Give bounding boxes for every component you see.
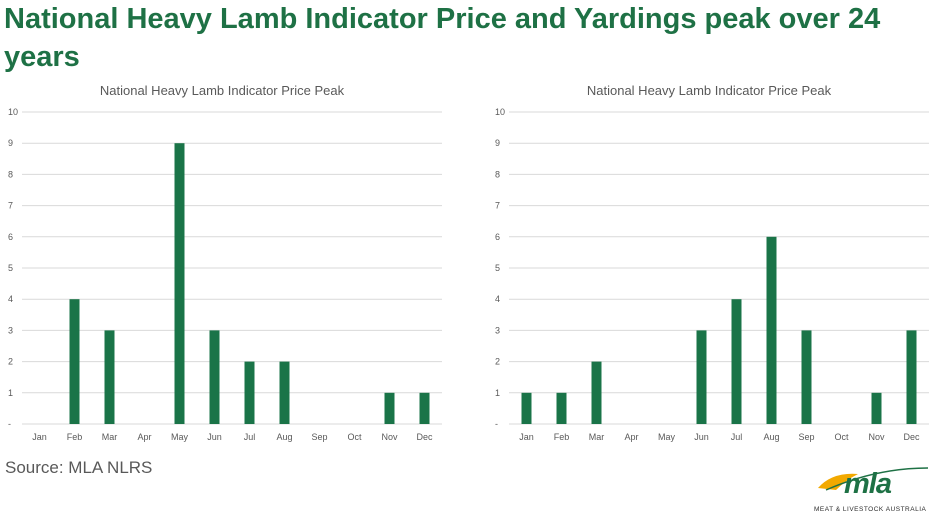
chart-price-peak-right: National Heavy Lamb Indicator Price Peak… — [487, 80, 932, 455]
x-tick-label: Oct — [347, 432, 362, 442]
bar — [766, 236, 777, 424]
y-tick-label: - — [8, 419, 11, 429]
bar — [556, 392, 567, 424]
x-tick-label: Mar — [102, 432, 118, 442]
bar — [209, 330, 220, 424]
y-tick-label: 9 — [495, 138, 500, 148]
x-tick-label: Aug — [276, 432, 292, 442]
y-tick-label: 4 — [495, 294, 500, 304]
bar — [384, 392, 395, 424]
y-tick-label: 8 — [8, 169, 13, 179]
bar — [801, 330, 812, 424]
y-tick-label: 5 — [495, 263, 500, 273]
y-tick-label: 9 — [8, 138, 13, 148]
y-tick-label: 10 — [8, 107, 18, 117]
x-tick-label: Dec — [416, 432, 433, 442]
y-tick-label: 7 — [8, 201, 13, 211]
bar — [906, 330, 917, 424]
bar — [104, 330, 115, 424]
x-tick-label: Apr — [624, 432, 638, 442]
y-tick-label: 8 — [495, 169, 500, 179]
bar — [174, 143, 185, 424]
chart-svg: National Heavy Lamb Indicator Price Peak… — [8, 83, 442, 442]
x-tick-label: Jun — [207, 432, 222, 442]
y-tick-label: 10 — [495, 107, 505, 117]
y-tick-label: 1 — [8, 388, 13, 398]
x-tick-label: Dec — [903, 432, 920, 442]
x-tick-label: Jan — [32, 432, 47, 442]
bar — [419, 392, 430, 424]
x-tick-label: Aug — [763, 432, 779, 442]
bar — [244, 361, 255, 424]
y-tick-label: 4 — [8, 294, 13, 304]
x-tick-label: Jan — [519, 432, 534, 442]
x-tick-label: Feb — [67, 432, 83, 442]
chart-price-peak-left: National Heavy Lamb Indicator Price Peak… — [0, 80, 445, 455]
bar — [279, 361, 290, 424]
source-note: Source: MLA NLRS — [5, 458, 153, 477]
x-tick-label: Mar — [589, 432, 605, 442]
x-tick-label: May — [658, 432, 676, 442]
y-tick-label: - — [495, 419, 498, 429]
chart-svg: National Heavy Lamb Indicator Price Peak… — [495, 83, 929, 442]
bar — [69, 299, 80, 424]
y-tick-label: 1 — [495, 388, 500, 398]
bar — [521, 392, 532, 424]
logo-sun-shape — [818, 473, 858, 490]
y-tick-label: 2 — [8, 357, 13, 367]
x-tick-label: Nov — [381, 432, 398, 442]
x-tick-label: Jul — [244, 432, 256, 442]
logo-word: mla — [844, 468, 892, 500]
x-tick-label: Jun — [694, 432, 709, 442]
y-tick-label: 5 — [8, 263, 13, 273]
y-tick-label: 6 — [8, 232, 13, 242]
mla-logo: mla MEAT & LIVESTOCK AUSTRALIA — [806, 462, 932, 518]
x-tick-label: Feb — [554, 432, 570, 442]
chart-title: National Heavy Lamb Indicator Price Peak — [100, 83, 345, 98]
y-tick-label: 3 — [495, 325, 500, 335]
y-tick-label: 6 — [495, 232, 500, 242]
bar — [731, 299, 742, 424]
y-tick-label: 3 — [8, 325, 13, 335]
x-tick-label: May — [171, 432, 189, 442]
x-tick-label: Sep — [311, 432, 327, 442]
x-tick-label: Nov — [868, 432, 885, 442]
y-tick-label: 7 — [495, 201, 500, 211]
x-tick-label: Jul — [731, 432, 743, 442]
x-tick-label: Oct — [834, 432, 849, 442]
bar — [696, 330, 707, 424]
logo-swoosh-shape — [825, 467, 929, 491]
x-tick-label: Sep — [798, 432, 814, 442]
x-tick-label: Apr — [137, 432, 151, 442]
bar — [871, 392, 882, 424]
logo-graphic — [818, 467, 929, 491]
chart-title: National Heavy Lamb Indicator Price Peak — [587, 83, 832, 98]
page-title: National Heavy Lamb Indicator Price and … — [4, 3, 881, 73]
bar — [591, 361, 602, 424]
y-tick-label: 2 — [495, 357, 500, 367]
logo-tagline: MEAT & LIVESTOCK AUSTRALIA — [814, 506, 927, 513]
